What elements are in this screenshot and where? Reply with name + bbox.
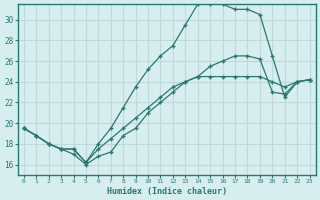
X-axis label: Humidex (Indice chaleur): Humidex (Indice chaleur)	[107, 187, 227, 196]
